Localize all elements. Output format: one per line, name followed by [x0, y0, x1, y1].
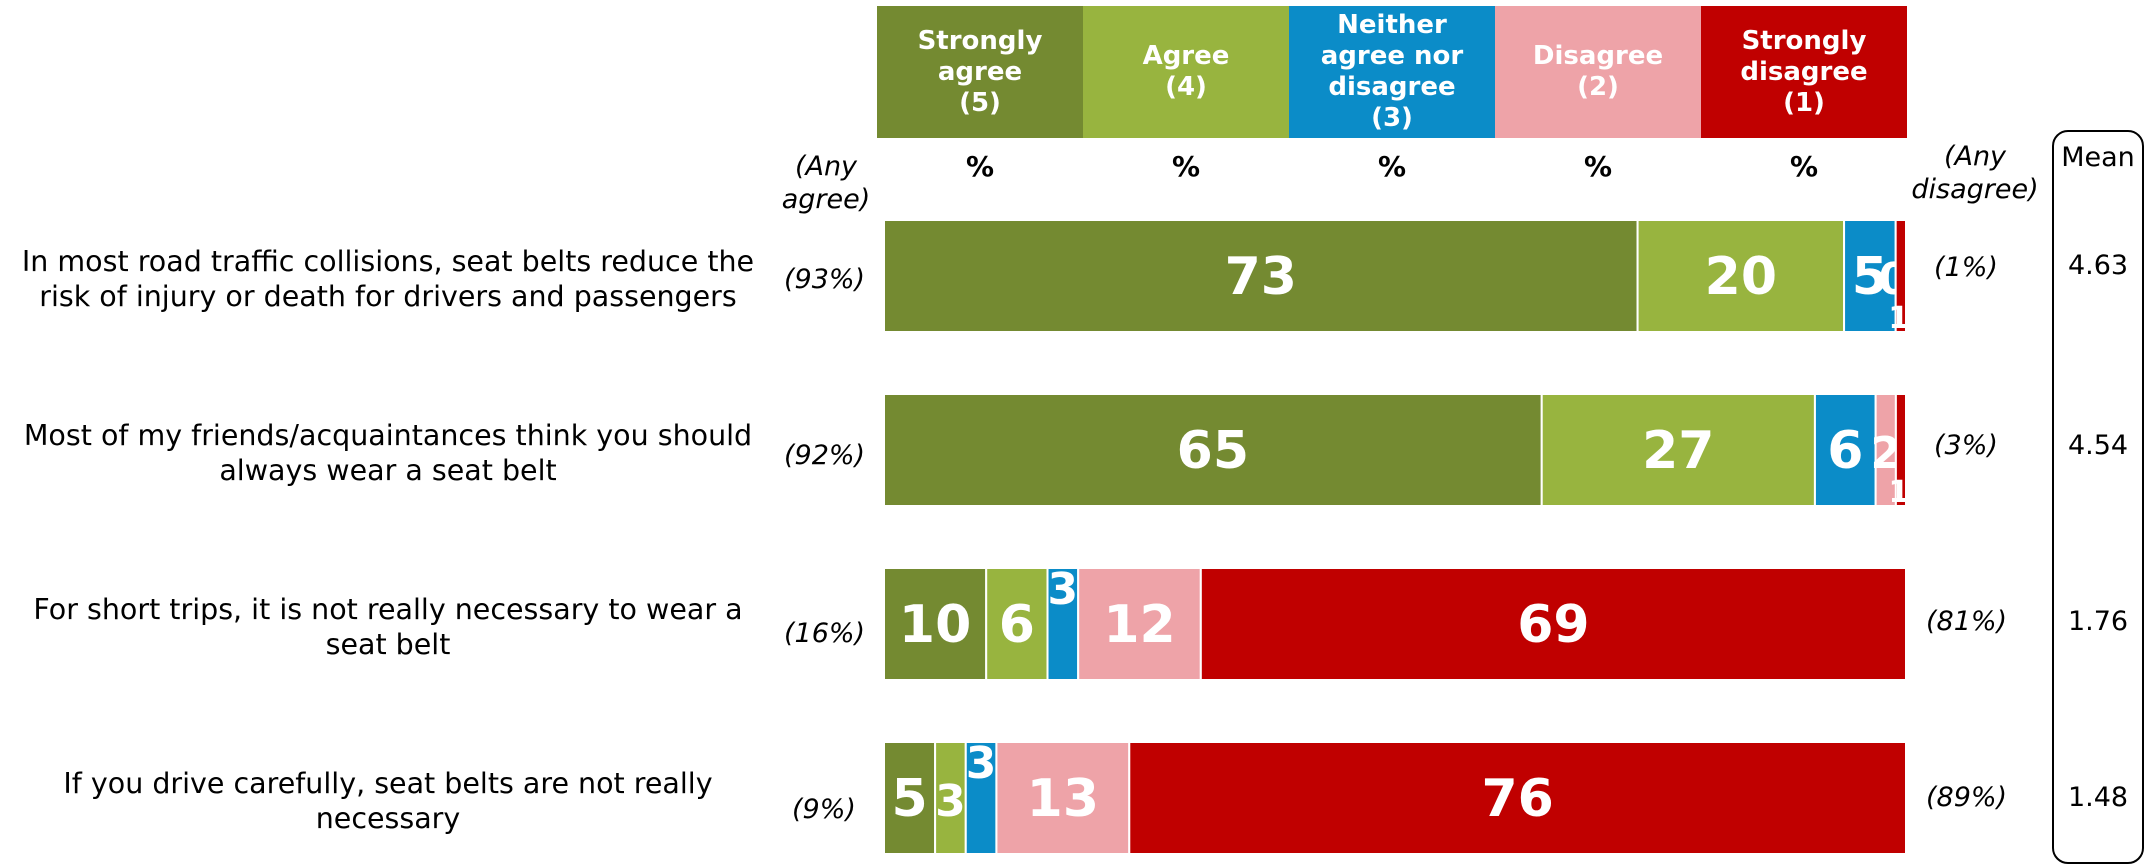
bar-segment-neither [964, 741, 998, 855]
bar-value-label: 13 [1027, 769, 1099, 829]
pct-symbol-neither: % [1377, 150, 1407, 183]
bar-value-label: 5 [1852, 247, 1888, 307]
bar-value-label: 3 [935, 776, 966, 827]
any-disagree-value: (3%) [1934, 430, 1998, 461]
bar-value-label: 20 [1705, 247, 1777, 307]
row-statement: For short trips, it is not really necess… [33, 593, 743, 661]
bar-segment-strongly-agree [883, 567, 988, 681]
any-agree-value: (92%) [784, 440, 866, 471]
bar-value-label: 27 [1642, 421, 1714, 481]
mean-value: 1.48 [2067, 782, 2129, 813]
any-agree-value: (9%) [792, 794, 856, 825]
mean-value: 4.63 [2067, 250, 2129, 281]
pct-symbol-strongly-agree: % [965, 150, 995, 183]
bar-value-label: 65 [1177, 421, 1249, 481]
bar-value-label: 1 [1888, 301, 1909, 336]
legend-neither: Neither agree nor disagree (3) [1289, 6, 1495, 138]
pct-symbol-disagree: % [1583, 150, 1613, 183]
bar-segment-agree [1636, 219, 1846, 333]
bar-segment-strongly-disagree [1199, 567, 1907, 681]
bar-segment-disagree [995, 741, 1131, 855]
any-disagree-header: (Any disagree) [1911, 141, 2039, 205]
bar-value-label: 5 [891, 769, 927, 829]
bar-value-label: 3 [966, 738, 997, 789]
bar-value-label: 12 [1103, 595, 1175, 655]
bar-value-label: 69 [1517, 595, 1589, 655]
bar-value-label: 73 [1225, 247, 1297, 307]
mean-column-frame [2052, 130, 2144, 864]
row-statement: In most road traffic collisions, seat be… [21, 245, 755, 313]
any-agree-value: (16%) [784, 618, 866, 649]
pct-symbol-agree: % [1171, 150, 1201, 183]
bar-segment-disagree [1077, 567, 1202, 681]
any-agree-header: (Any agree) [781, 151, 871, 215]
row-statement: Most of my friends/acquaintances think y… [23, 419, 753, 487]
bar-segment-strongly-agree [883, 219, 1639, 333]
legend-disagree: Disagree (2) [1495, 6, 1701, 138]
bar-value-label: 10 [899, 595, 971, 655]
legend-strongly-agree: Strongly agree (5) [877, 6, 1083, 138]
legend-agree: Agree (4) [1083, 6, 1289, 138]
bar-segment-strongly-agree [883, 741, 937, 855]
mean-header: Mean [2061, 142, 2135, 173]
any-disagree-value: (81%) [1926, 606, 2008, 637]
any-disagree-value: (1%) [1934, 252, 1998, 283]
mean-value: 4.54 [2067, 430, 2129, 461]
bar-segment-strongly-disagree [1894, 219, 1907, 333]
any-disagree-value: (89%) [1926, 782, 2008, 813]
bar-value-label: 3 [1048, 564, 1079, 615]
bar-segment-strongly-disagree [1128, 741, 1907, 855]
bar-segment-strongly-disagree [1894, 393, 1908, 507]
bar-segment-agree [1540, 393, 1816, 507]
bar-segment-agree [985, 567, 1049, 681]
bar-value-label: 76 [1481, 769, 1553, 829]
pct-symbol-strongly-disagree: % [1789, 150, 1819, 183]
any-agree-value: (93%) [784, 264, 866, 295]
legend-strongly-disagree: Strongly disagree (1) [1701, 6, 1907, 138]
bar-value-label: 6 [999, 595, 1035, 655]
bar-segment-neither [1843, 219, 1897, 333]
row-statement: If you drive carefully, seat belts are n… [63, 767, 713, 835]
mean-value: 1.76 [2067, 606, 2129, 637]
bar-value-label: 1 [1889, 475, 1910, 510]
bar-value-label: 6 [1827, 421, 1863, 481]
